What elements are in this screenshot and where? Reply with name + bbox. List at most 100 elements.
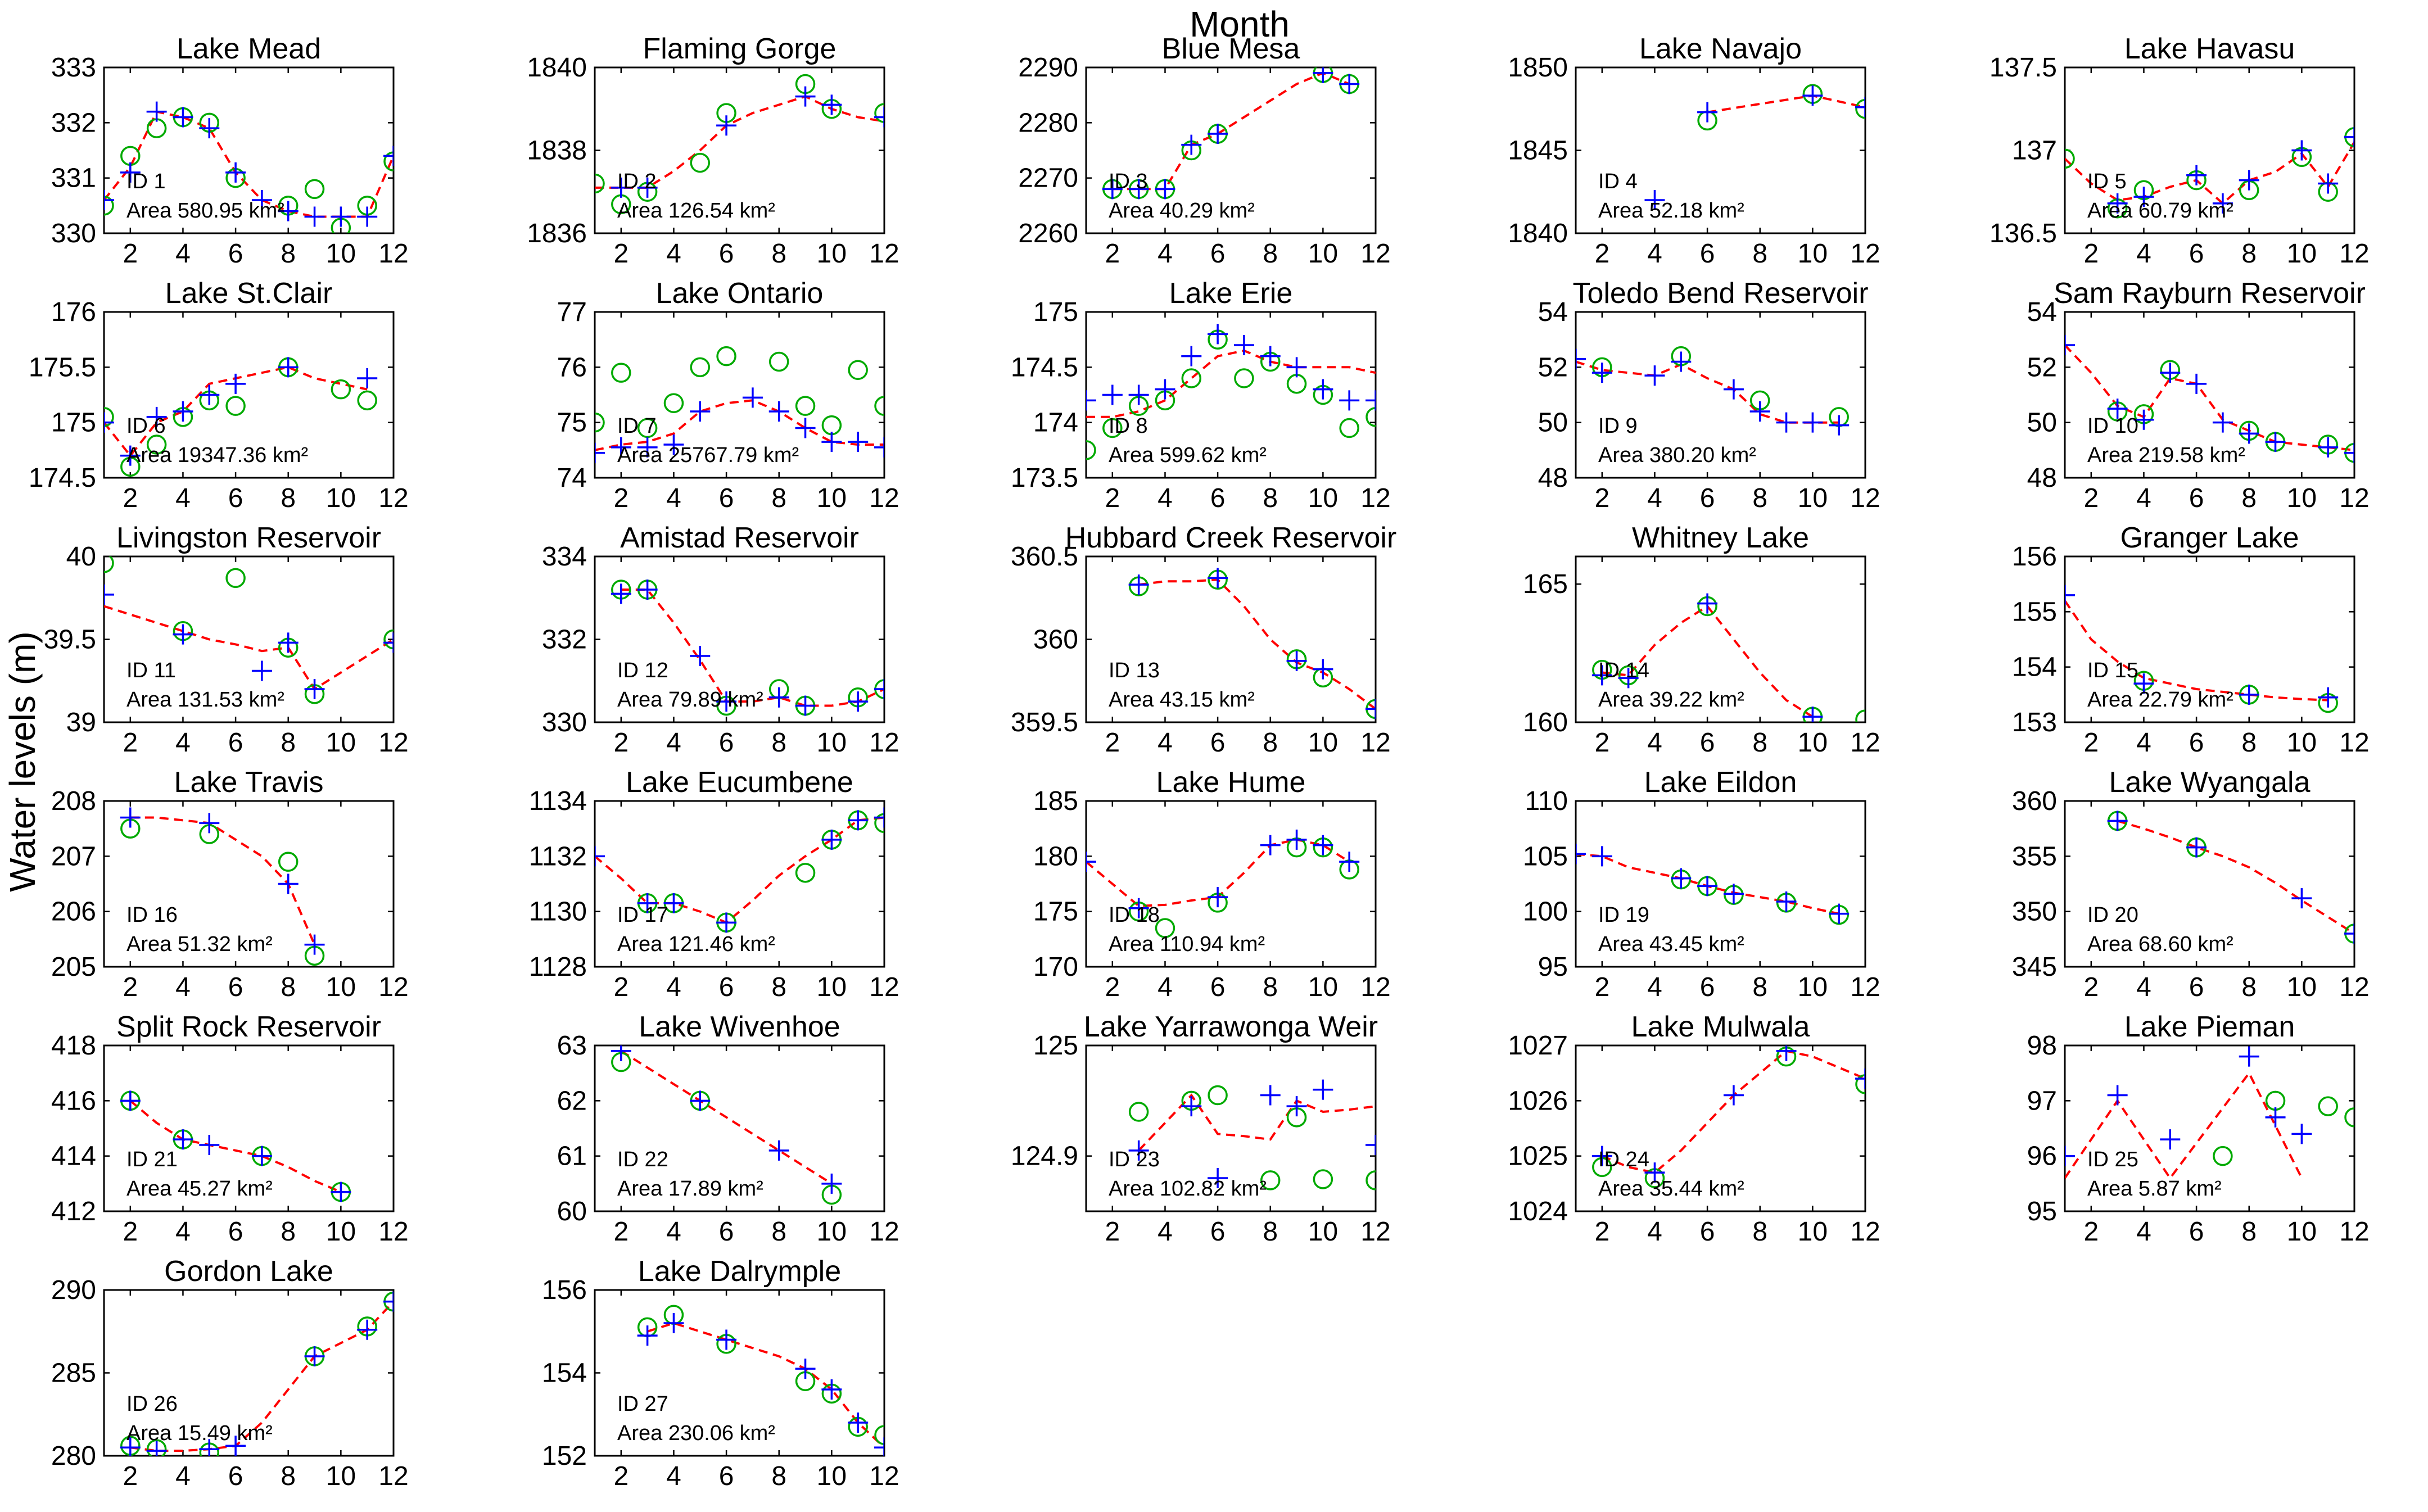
fit-line bbox=[621, 588, 884, 707]
panel-24: Lake Mulwala 2 4 6 8 10 12 1024 1025 1026 1027 ID 2… bbox=[1508, 1011, 1880, 1247]
plus-marker bbox=[383, 632, 394, 653]
x-tick-label: 4 bbox=[1647, 239, 1662, 269]
circle-marker bbox=[1234, 368, 1254, 388]
x-tick-label: 10 bbox=[326, 1461, 356, 1491]
plus-marker bbox=[1313, 659, 1333, 680]
x-tick-label: 6 bbox=[1210, 972, 1226, 1002]
y-tick-label: 285 bbox=[51, 1359, 96, 1388]
x-tick-label: 12 bbox=[1360, 239, 1390, 269]
panel-title: Lake Pieman bbox=[2124, 1011, 2295, 1043]
panel-8: Lake Erie 2 4 6 8 10 12 173.5 174 174.5 175 ID 8 Are… bbox=[1011, 277, 1391, 513]
y-tick-label: 98 bbox=[2027, 1031, 2057, 1061]
x-tick-label: 6 bbox=[2189, 972, 2204, 1002]
plus-marker bbox=[1181, 1096, 1202, 1117]
y-tick-label: 175 bbox=[1033, 297, 1078, 327]
y-tick-label: 153 bbox=[2012, 708, 2057, 737]
x-tick-label: 2 bbox=[123, 1217, 138, 1247]
panel-area-label: Area 52.18 km² bbox=[1598, 199, 1744, 223]
plus-marker bbox=[1644, 365, 1665, 386]
y-tick-label: 2280 bbox=[1018, 108, 1078, 138]
x-tick-label: 12 bbox=[378, 972, 408, 1002]
x-tick-label: 12 bbox=[1360, 972, 1390, 1002]
fit-line bbox=[1112, 71, 1350, 191]
circle-marker bbox=[1855, 99, 1865, 119]
fit-line bbox=[2065, 600, 2328, 701]
x-tick-label: 6 bbox=[228, 483, 243, 513]
plus-marker bbox=[2291, 140, 2312, 161]
circle-marker bbox=[663, 393, 684, 413]
plus-marker bbox=[173, 107, 193, 128]
plot-area bbox=[104, 357, 378, 477]
plus-marker bbox=[2239, 684, 2259, 705]
x-tick-label: 8 bbox=[1752, 483, 1767, 513]
x-tick-label: 8 bbox=[281, 1461, 296, 1491]
y-tick-label: 137.5 bbox=[1990, 53, 2057, 83]
plus-marker bbox=[1086, 390, 1096, 411]
plus-marker bbox=[2107, 811, 2128, 831]
plus-marker bbox=[173, 624, 193, 645]
x-tick-label: 10 bbox=[326, 239, 356, 269]
panel-frame bbox=[2064, 800, 2355, 968]
fit-line bbox=[130, 816, 316, 945]
x-tick-label: 6 bbox=[1700, 728, 1715, 758]
x-tick-label: 8 bbox=[1263, 1217, 1278, 1247]
panel-frame bbox=[1575, 800, 1866, 968]
panel-id-label: ID 11 bbox=[126, 659, 176, 682]
plus-marker bbox=[2239, 170, 2259, 191]
x-tick-label: 8 bbox=[2241, 972, 2257, 1002]
x-tick-label: 4 bbox=[666, 972, 681, 1002]
plus-marker bbox=[2107, 1085, 2128, 1106]
x-tick-label: 10 bbox=[817, 1461, 847, 1491]
x-tick-label: 2 bbox=[123, 483, 138, 513]
fit-line bbox=[595, 816, 884, 924]
panel-25: Lake Pieman 2 4 6 8 10 12 95 96 97 98 ID 25 Area 5.8… bbox=[2027, 1011, 2370, 1247]
y-tick-label: 345 bbox=[2012, 952, 2057, 982]
plus-marker bbox=[1671, 868, 1692, 889]
x-tick-label: 10 bbox=[1308, 239, 1338, 269]
panel-area-label: Area 121.46 km² bbox=[617, 932, 775, 956]
fit-line bbox=[1707, 94, 1865, 114]
figure-ylabel: Water levels (m) bbox=[2, 631, 43, 891]
plus-marker bbox=[2133, 673, 2154, 694]
plus-marker bbox=[611, 437, 631, 458]
x-tick-label: 6 bbox=[228, 1461, 243, 1491]
x-tick-label: 2 bbox=[123, 728, 138, 758]
circle-marker bbox=[1366, 1170, 1376, 1190]
plus-marker bbox=[1697, 593, 1718, 614]
circle-marker bbox=[1366, 407, 1376, 427]
fit-line bbox=[2065, 141, 2354, 205]
plus-marker bbox=[146, 406, 167, 427]
panel-12: Amistad Reservoir 2 4 6 8 10 12 330 332 334 ID 12 A… bbox=[542, 522, 899, 758]
y-tick-label: 175 bbox=[1033, 897, 1078, 927]
x-tick-label: 10 bbox=[1798, 483, 1828, 513]
plus-marker bbox=[199, 1135, 220, 1155]
y-tick-label: 1845 bbox=[1508, 136, 1568, 166]
x-tick-label: 12 bbox=[1850, 239, 1880, 269]
plus-marker bbox=[199, 384, 220, 405]
plus-marker bbox=[716, 691, 737, 712]
x-tick-label: 6 bbox=[2189, 239, 2204, 269]
plus-marker bbox=[2265, 1107, 2286, 1128]
plus-marker bbox=[1260, 346, 1281, 366]
circle-marker bbox=[1260, 1170, 1281, 1190]
x-tick-label: 12 bbox=[2339, 239, 2369, 269]
x-tick-label: 12 bbox=[1360, 483, 1390, 513]
x-tick-label: 12 bbox=[869, 1461, 899, 1491]
y-tick-label: 76 bbox=[557, 352, 587, 382]
x-tick-label: 10 bbox=[2287, 728, 2317, 758]
panel-id-label: ID 24 bbox=[1598, 1148, 1649, 1171]
panel-frame bbox=[103, 311, 395, 479]
plus-marker bbox=[199, 813, 220, 834]
x-tick-label: 6 bbox=[719, 728, 734, 758]
x-tick-label: 6 bbox=[719, 972, 734, 1002]
panel-title: Whitney Lake bbox=[1632, 522, 1809, 554]
panel-title: Flaming Gorge bbox=[643, 33, 837, 65]
fit-line bbox=[1138, 1093, 1376, 1152]
circle-marker bbox=[595, 412, 605, 433]
plus-marker bbox=[611, 177, 631, 198]
plus-marker bbox=[1591, 363, 1612, 383]
panel-area-label: Area 380.20 km² bbox=[1598, 443, 1756, 467]
circle-marker bbox=[383, 629, 394, 650]
plus-marker bbox=[1233, 335, 1254, 355]
